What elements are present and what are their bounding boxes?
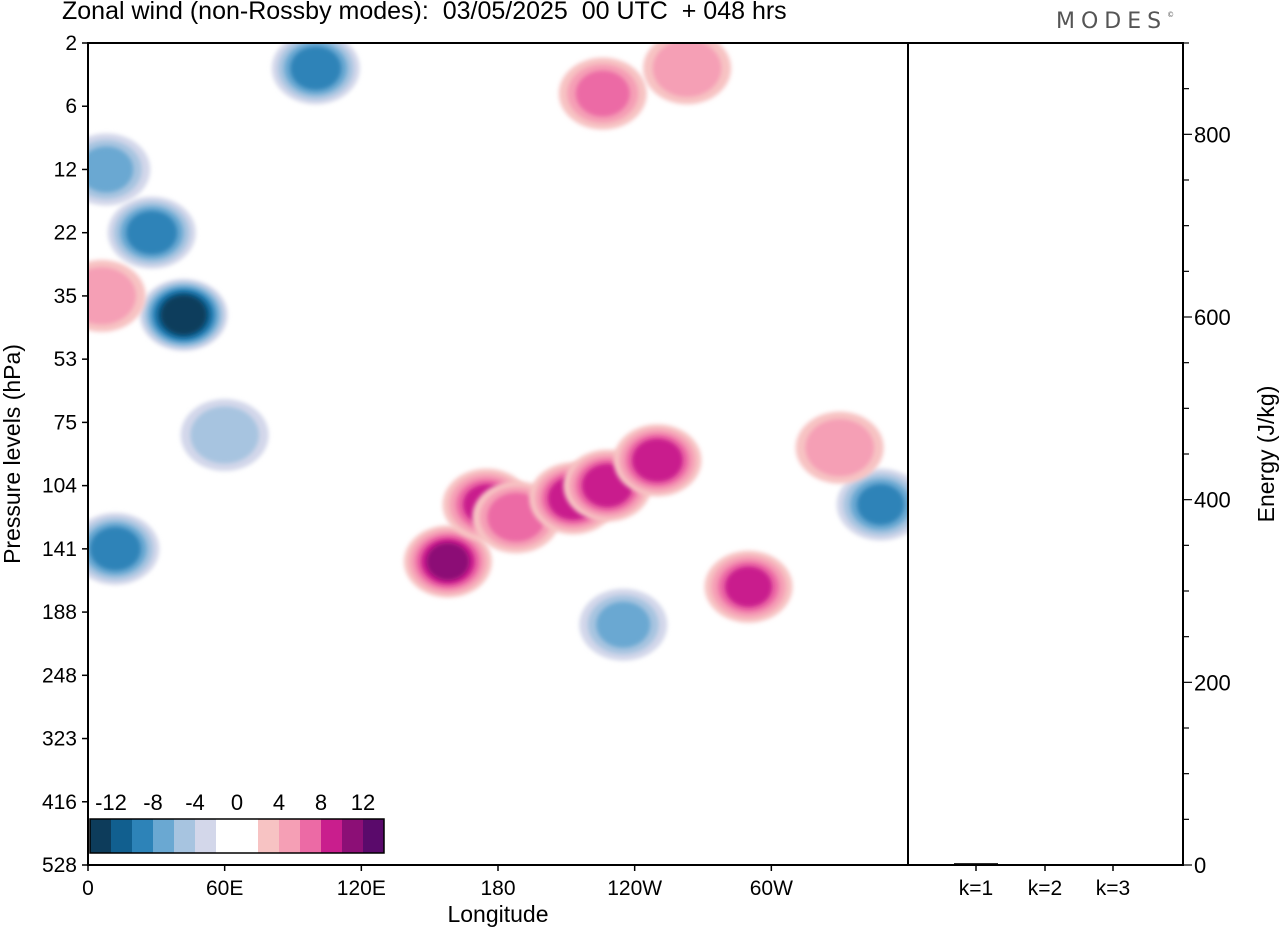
field-anomaly: [88, 512, 160, 585]
y-tick-label: 416: [42, 791, 77, 814]
y-tick-label: 12: [54, 158, 77, 181]
field-contour: [724, 566, 773, 608]
y-tick-label: 248: [42, 664, 77, 687]
x-tick-label: 60E: [206, 877, 243, 900]
field-anomaly: [107, 196, 196, 269]
colorbar-swatch: [237, 819, 258, 853]
colorbar-swatch: [153, 819, 174, 853]
field-contour: [88, 146, 134, 193]
energy-panel: 0 200 400 600 800 Energy (J/kg) k=1 k=2 k=3: [907, 42, 1279, 900]
y-tick-label: 22: [54, 222, 77, 245]
field-anomaly: [403, 525, 492, 598]
y-tick-label: 6: [65, 95, 77, 118]
colorbar-swatch: [111, 819, 132, 853]
y-axis-label: Pressure levels (hPa): [0, 344, 25, 564]
field-anomaly: [795, 411, 884, 484]
y-tick-label: 104: [42, 475, 77, 498]
field-contour: [160, 295, 207, 335]
y-tick-label: 323: [42, 728, 77, 751]
field-contour: [652, 43, 722, 97]
y-tick-label: 141: [42, 538, 77, 561]
energy-frame: [907, 42, 1184, 866]
x-tick-label: 0: [82, 877, 94, 900]
colorbar-swatch: [216, 819, 237, 853]
y-tick-label: 2: [65, 32, 77, 55]
modes-logo: MODES©: [1056, 9, 1175, 34]
energy-bar: [1091, 864, 1135, 865]
y-tick-label: 53: [54, 348, 77, 371]
energy-tick-label: 0: [1194, 853, 1206, 878]
field-contour: [805, 419, 874, 477]
field-anomaly: [88, 259, 146, 332]
field-contour: [426, 542, 470, 581]
field-anomaly: [613, 424, 702, 497]
axes-layer: 0 60E 120E 180 120W 60W 2 6 12 22 35 53 75 104 141 188 2…: [0, 32, 909, 927]
colorbar: -12 -8 -4 0 4 8 12: [88, 782, 385, 854]
field-contour: [631, 438, 683, 483]
colorbar-swatch: [258, 819, 279, 853]
field-anomaly: [139, 278, 228, 351]
y-tick-label: 528: [42, 854, 77, 877]
energy-tick-label: 400: [1194, 488, 1231, 513]
field-contour: [126, 210, 178, 255]
field-anomaly: [88, 133, 151, 206]
field-anomaly: [558, 57, 647, 130]
field-anomaly: [836, 468, 908, 541]
energy-category-label: k=2: [1028, 877, 1062, 900]
field-layer: [88, 43, 908, 661]
energy-category-label: k=3: [1096, 877, 1130, 900]
colorbar-label: -12: [95, 790, 127, 815]
y-tick-label: 188: [42, 601, 77, 624]
colorbar-swatch: [174, 819, 195, 853]
colorbar-frame: [89, 818, 385, 854]
logo-text: MODES: [1056, 9, 1168, 34]
field-contour: [88, 267, 136, 325]
colorbar-label: -8: [143, 790, 163, 815]
colorbar-label: 0: [231, 790, 243, 815]
energy-axis-label: Energy (J/kg): [1253, 386, 1279, 523]
energy-tick-label: 200: [1194, 670, 1231, 695]
x-tick-label: 60W: [750, 877, 793, 900]
y-tick-label: 75: [54, 411, 77, 434]
colorbar-swatch: [279, 819, 300, 853]
colorbar-swatch: [300, 819, 321, 853]
field-anomaly: [271, 43, 360, 105]
field-anomaly: [579, 588, 668, 661]
energy-tick-label: 600: [1194, 305, 1231, 330]
field-contour: [89, 527, 141, 571]
field-anomaly: [180, 399, 269, 472]
colorbar-swatch: [363, 819, 384, 853]
energy-bar: [954, 863, 998, 865]
colorbar-label: 12: [351, 790, 375, 815]
colorbar-label: -4: [185, 790, 205, 815]
chart-title: Zonal wind (non-Rossby modes): 03/05/202…: [62, 0, 787, 25]
field-anomaly: [704, 550, 793, 623]
colorbar-swatch: [342, 819, 363, 853]
field-contour: [596, 601, 651, 648]
colorbar-swatch: [321, 819, 342, 853]
field-contour: [575, 70, 630, 117]
field-anomaly: [643, 43, 732, 105]
field-contour: [857, 484, 905, 525]
colorbar-label: 4: [273, 790, 285, 815]
energy-bar: [1023, 864, 1067, 865]
field-contour: [290, 46, 342, 91]
x-tick-label: 180: [480, 877, 515, 900]
x-tick-label: 120E: [337, 877, 386, 900]
field-contour: [190, 406, 259, 464]
colorbar-label: 8: [315, 790, 327, 815]
colorbar-swatch: [90, 819, 111, 853]
x-tick-label: 120W: [607, 877, 662, 900]
x-axis-label: Longitude: [447, 901, 548, 927]
energy-tick-label: 800: [1194, 122, 1231, 147]
colorbar-swatch: [195, 819, 216, 853]
y-tick-label: 35: [54, 285, 77, 308]
colorbar-swatch: [132, 819, 153, 853]
energy-category-label: k=1: [959, 877, 993, 900]
